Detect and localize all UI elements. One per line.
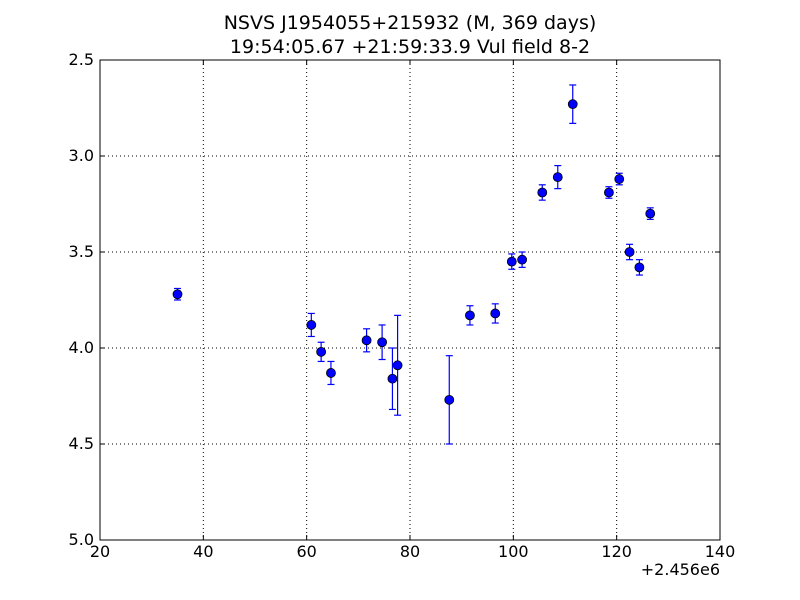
data-point xyxy=(172,289,183,300)
data-point-group xyxy=(645,207,656,220)
x-tick-label: 140 xyxy=(705,542,736,561)
data-point xyxy=(634,262,645,273)
x-tick-label: 20 xyxy=(90,542,110,561)
x-tick-label: 120 xyxy=(601,542,632,561)
data-point xyxy=(444,394,455,405)
x-tick-label: 40 xyxy=(193,542,213,561)
x-tick-label: 100 xyxy=(498,542,529,561)
data-point-group xyxy=(172,287,183,301)
x-tick-label: 60 xyxy=(296,542,316,561)
data-point-group xyxy=(361,328,372,353)
y-tick-label: 3.5 xyxy=(69,242,94,261)
data-point-group xyxy=(444,355,455,445)
data-point-group xyxy=(552,165,563,190)
data-point xyxy=(392,360,403,371)
data-point-group xyxy=(465,305,475,326)
data-point xyxy=(361,335,372,346)
data-point-group xyxy=(634,259,645,276)
data-point-group xyxy=(537,184,548,201)
grid-layer xyxy=(100,60,720,540)
data-point-group xyxy=(326,360,336,386)
data-point-group xyxy=(490,303,501,324)
data-point-group xyxy=(604,186,614,199)
data-point xyxy=(604,187,614,198)
x-offset-label: +2.456e6 xyxy=(641,560,720,579)
data-point xyxy=(490,308,501,319)
data-point-group xyxy=(306,312,317,338)
data-points-layer xyxy=(172,84,656,445)
chart-title-line-1: NSVS J1954055+215932 (M, 369 days) xyxy=(224,12,597,34)
data-point-group xyxy=(517,251,528,268)
data-point-group xyxy=(614,172,625,186)
data-point xyxy=(624,247,635,257)
y-tick-label: 4.5 xyxy=(69,434,94,453)
ticks-layer: 20 40 60 80 100 120 140 2.5 3.0 3.5 4.0 4.5 5.0 xyxy=(69,50,736,561)
data-point-group xyxy=(506,253,517,270)
data-point xyxy=(645,208,656,219)
data-point-group xyxy=(377,324,388,361)
data-point-group xyxy=(392,314,403,416)
data-point xyxy=(537,187,548,198)
data-point-group xyxy=(387,347,398,411)
y-tick-label: 5.0 xyxy=(69,530,94,549)
data-point xyxy=(306,320,317,330)
x-tick-label: 80 xyxy=(400,542,420,561)
data-point xyxy=(465,310,475,321)
data-point xyxy=(517,254,528,265)
data-point xyxy=(377,337,388,348)
data-point-group xyxy=(316,341,327,363)
data-point xyxy=(326,368,336,378)
y-tick-label: 4.0 xyxy=(69,338,94,357)
data-point xyxy=(316,346,327,357)
y-tick-label: 2.5 xyxy=(69,50,94,69)
data-point xyxy=(506,256,517,267)
data-point-group xyxy=(567,84,578,124)
data-point xyxy=(567,99,578,110)
data-point-group xyxy=(624,243,635,261)
data-point xyxy=(552,172,563,183)
chart-title-line-2: 19:54:05.67 +21:59:33.9 Vul field 8-2 xyxy=(230,36,590,58)
data-point xyxy=(614,174,625,184)
y-tick-label: 3.0 xyxy=(69,146,94,165)
data-point xyxy=(387,373,398,384)
